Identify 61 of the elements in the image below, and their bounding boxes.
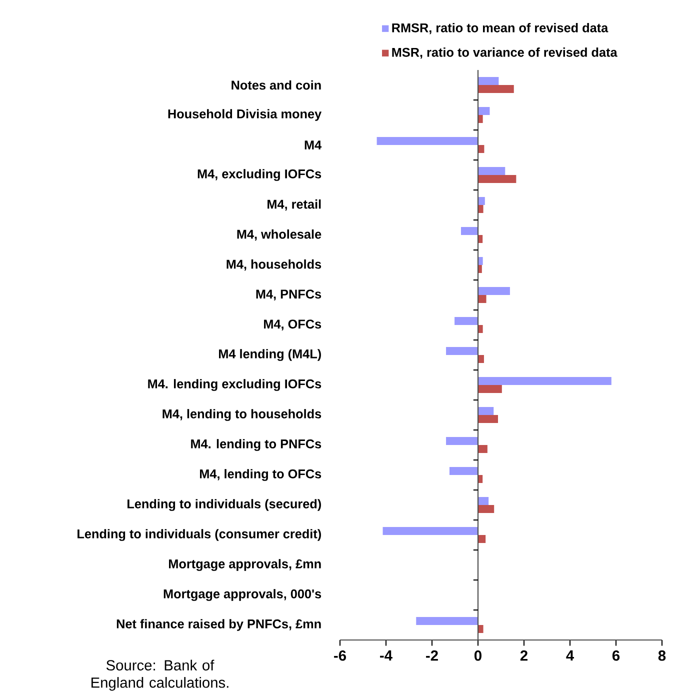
y-tick-label: Notes and coin — [232, 80, 321, 90]
bar — [478, 497, 489, 506]
y-tick-label: M4, wholesale — [237, 229, 322, 241]
bar — [478, 205, 484, 213]
y-tick-label: M4. lending to PNFCs — [191, 439, 322, 451]
y-tick-label: M4, excluding IOFCs — [198, 169, 322, 181]
y-tick-label: M4, lending to OFCs — [200, 469, 322, 481]
bar — [446, 347, 478, 356]
y-tick-label: M4, PNFCs — [256, 290, 322, 300]
bar — [478, 385, 502, 394]
source-note: Source: Bank of England calculations. — [92, 660, 228, 691]
bar — [478, 265, 482, 273]
bar — [478, 355, 484, 363]
legend-label: MSR, ratio to variance of revised data — [392, 48, 618, 59]
y-tick-label: Household Divisia money — [168, 109, 322, 121]
bar — [478, 197, 485, 206]
legend-label: RMSR, ratio to mean of revised data — [392, 23, 608, 34]
bar — [382, 527, 478, 535]
y-tick-label: Lending to individuals (secured) — [128, 499, 321, 511]
bar — [478, 107, 490, 115]
bar — [478, 535, 486, 543]
x-tick-label: 2 — [520, 650, 528, 661]
bar — [446, 437, 478, 446]
bar — [478, 625, 484, 633]
bar — [454, 317, 478, 325]
y-tick-label: M4, OFCs — [264, 320, 322, 330]
bar — [478, 115, 483, 124]
bar — [478, 257, 483, 265]
bar — [460, 227, 478, 236]
bar — [478, 295, 486, 304]
x-tick-label: -6 — [334, 650, 346, 661]
y-tick-label: Mortgage approvals, 000's — [164, 589, 322, 601]
x-tick-label: -2 — [426, 650, 438, 661]
y-tick-label: M4, households — [226, 259, 322, 271]
y-tick-label: M4, lending to households — [162, 409, 322, 421]
y-tick-label: Net finance raised by PNFCs, £mn — [116, 619, 321, 631]
x-tick-label: 6 — [612, 650, 620, 661]
y-tick-label: M4 lending (M4L) — [219, 349, 321, 361]
bar — [478, 85, 514, 94]
bar — [478, 167, 506, 176]
y-tick-label: M4. lending excluding IOFCs — [148, 379, 322, 391]
y-tick-label: Lending to individuals (consumer credit) — [78, 529, 321, 541]
bar — [478, 407, 494, 416]
bar — [376, 137, 478, 146]
x-tick-label: -4 — [380, 650, 392, 660]
bar — [478, 175, 516, 184]
y-tick-label: M4 — [304, 140, 322, 150]
y-tick-label: Mortgage approvals, £mn — [169, 559, 321, 571]
bar — [478, 287, 510, 296]
bar — [478, 377, 612, 385]
bar — [478, 415, 498, 423]
bar — [478, 325, 483, 334]
bar — [478, 77, 499, 86]
bar — [416, 617, 478, 626]
bar — [478, 505, 494, 514]
x-tick-label: 8 — [658, 650, 666, 661]
y-tick-label: M4, retail — [268, 199, 321, 211]
bar — [478, 445, 488, 454]
bar — [449, 467, 478, 476]
x-tick-label: 4 — [566, 650, 574, 660]
x-tick-label: 0 — [474, 650, 482, 661]
